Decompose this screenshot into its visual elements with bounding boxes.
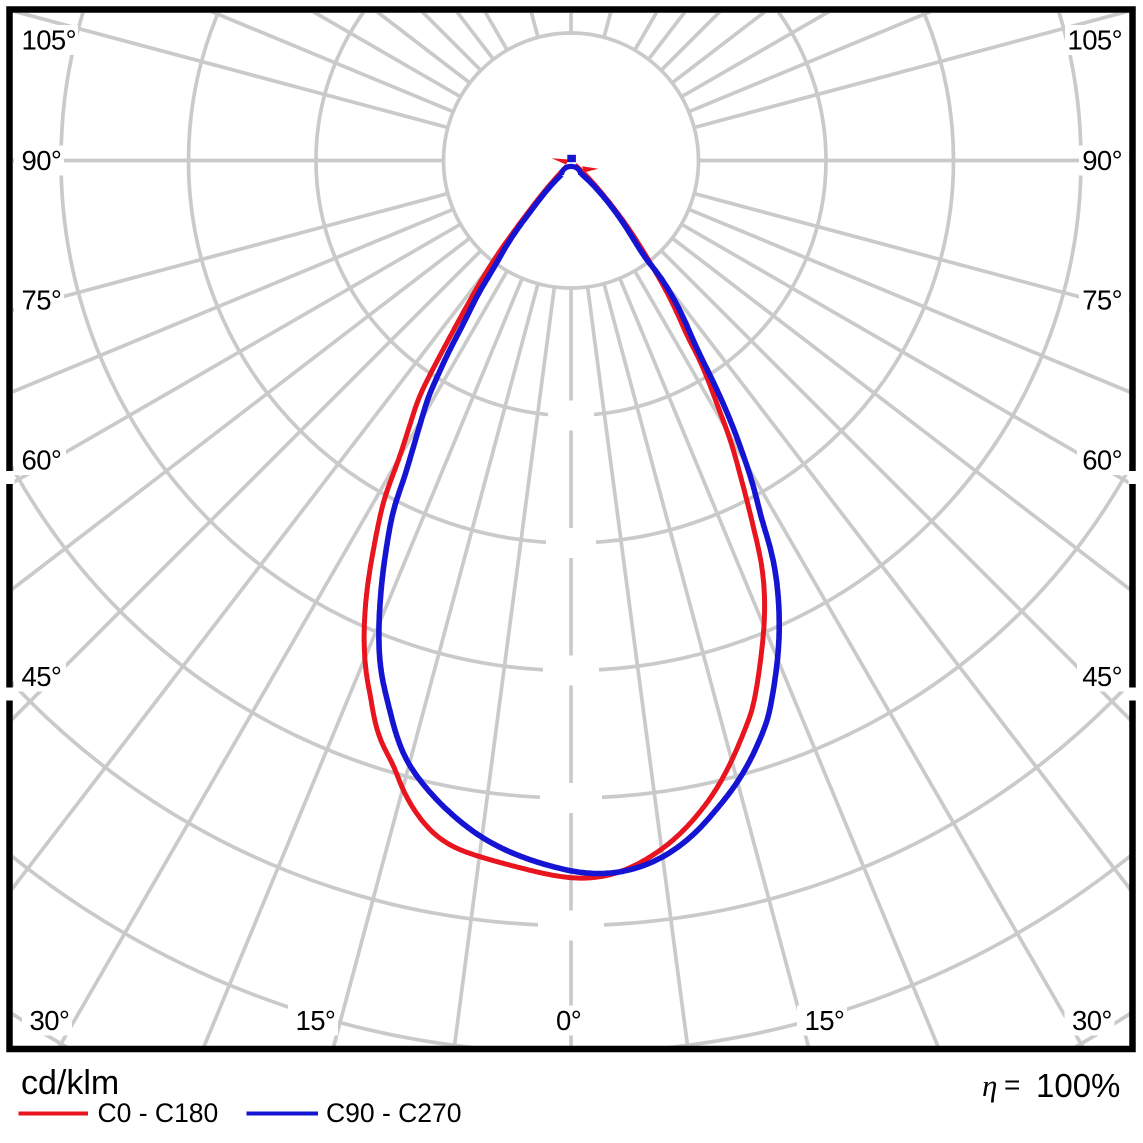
svg-text:15°: 15° bbox=[296, 1005, 336, 1036]
svg-text:100%: 100% bbox=[1036, 1067, 1120, 1104]
svg-text:90°: 90° bbox=[22, 145, 62, 176]
svg-text:cd/klm: cd/klm bbox=[21, 1064, 119, 1102]
svg-text:105°: 105° bbox=[22, 25, 76, 56]
svg-text:90°: 90° bbox=[1082, 145, 1122, 176]
svg-text:105°: 105° bbox=[1068, 25, 1122, 56]
svg-text:45°: 45° bbox=[22, 661, 62, 692]
svg-text:30°: 30° bbox=[1072, 1005, 1112, 1036]
svg-text:C90 - C270: C90 - C270 bbox=[326, 1098, 462, 1128]
svg-text:C0 - C180: C0 - C180 bbox=[98, 1098, 219, 1128]
svg-text:75°: 75° bbox=[1082, 285, 1122, 316]
svg-text:15°: 15° bbox=[805, 1005, 845, 1036]
svg-text:η: η bbox=[982, 1068, 997, 1103]
svg-text:60°: 60° bbox=[1082, 445, 1122, 476]
svg-text:45°: 45° bbox=[1082, 661, 1122, 692]
svg-text:0°: 0° bbox=[556, 1005, 581, 1036]
svg-text:75°: 75° bbox=[22, 285, 62, 316]
svg-text:30°: 30° bbox=[30, 1005, 70, 1036]
svg-text:60°: 60° bbox=[22, 445, 62, 476]
svg-text:=: = bbox=[1004, 1069, 1020, 1100]
